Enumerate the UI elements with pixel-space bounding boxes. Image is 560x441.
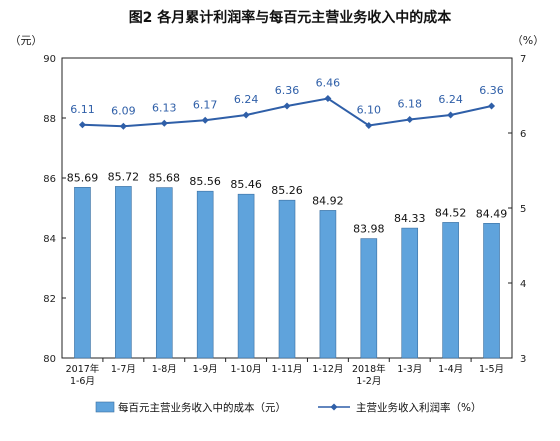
left-axis: 80 82 84 86 88 90 (43, 54, 66, 365)
line-point (201, 116, 209, 124)
legend: 每百元主营业务收入中的成本（元） 主营业务收入利润率（%） (95, 401, 481, 414)
left-tick-label: 84 (43, 234, 56, 245)
right-tick-label: 3 (520, 354, 526, 365)
line-value-label: 6.36 (479, 84, 504, 97)
left-tick-label: 80 (43, 354, 56, 365)
bar-value-label: 84.92 (312, 194, 344, 207)
line-point (283, 102, 291, 110)
line-point (406, 116, 414, 123)
bar (401, 227, 419, 359)
bar (115, 186, 132, 359)
bar (442, 222, 459, 359)
right-tick-label: 6 (520, 129, 526, 140)
bar-value-label: 85.56 (189, 175, 221, 188)
right-tick-label: 5 (520, 204, 526, 215)
right-axis: 3 4 5 6 7 (508, 54, 526, 365)
bar (155, 187, 173, 359)
category-label: 1-10月 (231, 364, 262, 375)
left-axis-unit: （元） (10, 34, 43, 47)
line-value-label: 6.18 (397, 98, 422, 111)
right-tick-label: 7 (520, 54, 526, 65)
bar (278, 199, 296, 359)
category-label: 2017年 (66, 363, 100, 375)
legend-bar-swatch (95, 401, 115, 413)
bar (196, 190, 214, 359)
bar (74, 187, 91, 359)
category-label: 1-5月 (479, 364, 504, 375)
bar (483, 223, 500, 359)
right-tick-label: 4 (520, 279, 526, 290)
bar-series (74, 186, 500, 359)
category-label: 2018年 (352, 363, 386, 375)
line-point (119, 122, 127, 130)
bar-value-label: 85.69 (67, 171, 99, 184)
line-value-label: 6.13 (152, 101, 177, 114)
category-label: 1-9月 (193, 364, 218, 375)
bar-value-label: 84.33 (394, 212, 426, 225)
legend-line-marker (330, 403, 338, 411)
bar (360, 238, 378, 359)
category-label: 1-7月 (111, 364, 136, 375)
line-series (78, 95, 496, 130)
category-label: 1-3月 (397, 364, 422, 375)
line-value-label: 6.24 (438, 93, 463, 106)
bar-labels: 85.69 85.72 85.68 85.56 85.46 85.26 84.92 83.98… (67, 170, 508, 235)
line-labels: 6.11 6.09 6.13 6.17 6.24 6.36 6.46 6.10 6.18 6.24… (70, 77, 504, 118)
line-point (488, 102, 496, 110)
left-tick-label: 90 (43, 54, 56, 65)
bar-value-label: 84.49 (476, 207, 508, 220)
line-value-label: 6.24 (234, 93, 259, 106)
line-point (78, 121, 86, 129)
line-value-label: 6.10 (357, 104, 382, 117)
bar-value-label: 83.98 (353, 223, 385, 236)
left-tick-label: 82 (43, 294, 56, 305)
left-tick-label: 86 (43, 174, 56, 185)
line-point (242, 111, 250, 119)
left-tick-label: 88 (43, 114, 56, 125)
category-label: 1-8月 (152, 364, 177, 375)
chart-title: 图2 各月累计利润率与每百元主营业务收入中的成本 (129, 9, 453, 26)
line-value-label: 6.09 (111, 104, 136, 117)
category-label: 1-2月 (356, 376, 381, 387)
line-value-label: 6.46 (316, 77, 341, 90)
legend-line-label: 主营业务收入利润率（%） (356, 401, 481, 414)
bar-value-label: 84.52 (435, 206, 467, 219)
category-label: 1-11月 (271, 364, 302, 375)
line-value-label: 6.11 (70, 103, 95, 116)
line-value-label: 6.36 (275, 84, 300, 97)
line-point (160, 119, 168, 127)
bar-value-label: 85.26 (271, 184, 303, 197)
category-label: 1-6月 (70, 376, 95, 387)
line-point (365, 122, 373, 129)
bar-value-label: 85.72 (108, 170, 140, 183)
category-label: 1-4月 (438, 364, 463, 375)
right-axis-unit: （%） (512, 34, 544, 47)
line-point (447, 111, 455, 119)
bar-value-label: 85.46 (230, 178, 262, 191)
bar (237, 193, 255, 359)
bar-value-label: 85.68 (149, 172, 181, 185)
line-value-label: 6.17 (193, 98, 218, 111)
bar (319, 210, 337, 359)
legend-bar-label: 每百元主营业务收入中的成本（元） (118, 401, 286, 414)
line-point (324, 95, 332, 102)
category-label: 1-12月 (312, 364, 343, 375)
